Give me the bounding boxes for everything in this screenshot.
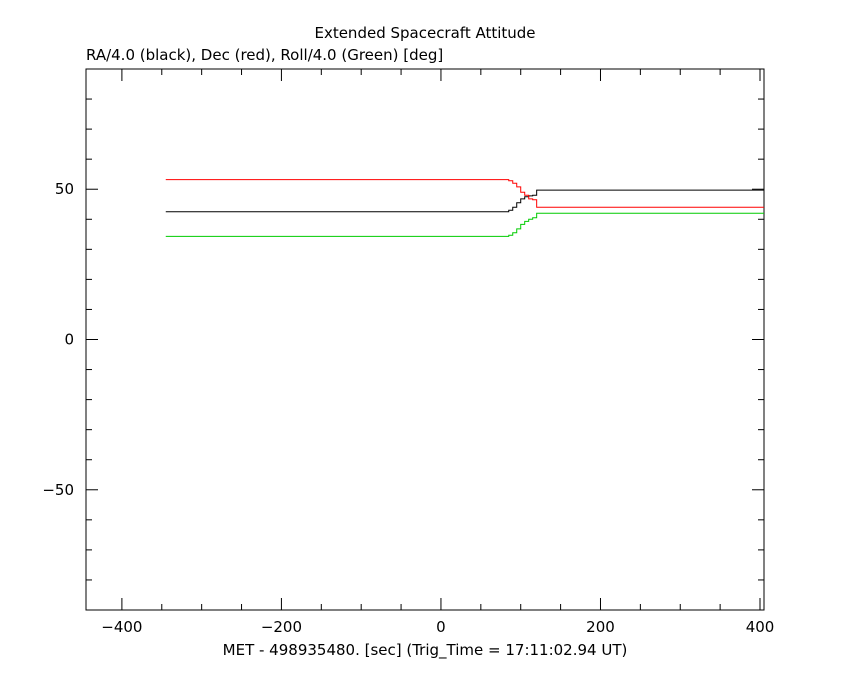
series-line-1 xyxy=(165,179,764,208)
x-tick-label: −200 xyxy=(261,618,302,636)
plot-frame xyxy=(85,68,765,611)
axis-tick-labels: −400 −200 0 200 400 −50 0 50 xyxy=(42,180,774,636)
y-tick-label: −50 xyxy=(42,481,74,499)
x-tick-label: 400 xyxy=(746,618,775,636)
axis-ticks xyxy=(86,68,764,611)
chart-subtitle: RA/4.0 (black), Dec (red), Roll/4.0 (Gre… xyxy=(86,46,443,64)
x-tick-label: −400 xyxy=(101,618,142,636)
y-tick-label: 0 xyxy=(64,331,74,349)
y-tick-label: 50 xyxy=(55,180,74,198)
series-group xyxy=(165,179,764,237)
x-axis-label: MET - 498935480. [sec] (Trig_Time = 17:1… xyxy=(223,641,628,660)
chart-title: Extended Spacecraft Attitude xyxy=(314,24,535,42)
series-line-2 xyxy=(165,212,764,237)
x-tick-label: 0 xyxy=(436,618,446,636)
series-line-0 xyxy=(165,189,764,213)
x-tick-label: 200 xyxy=(586,618,615,636)
